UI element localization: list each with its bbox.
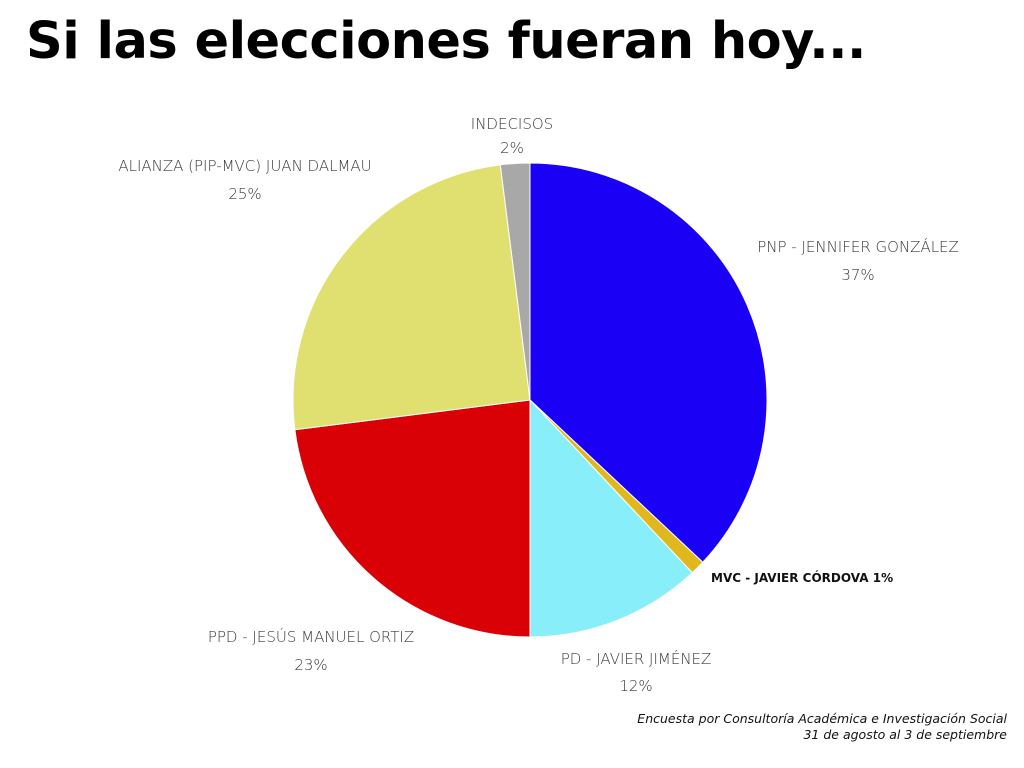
label-alianza-value: 25% (228, 185, 261, 203)
page-title: Si las elecciones fueran hoy... (26, 12, 866, 71)
source-line-1: Encuesta por Consultoría Académica e Inv… (637, 711, 1007, 726)
label-pnp-name: PNP - JENNIFER GONZÁLEZ (757, 237, 959, 256)
label-indecisos-name: INDECISOS (471, 115, 553, 133)
label-pd-value: 12% (619, 677, 652, 695)
label-indecisos-value: 2% (500, 139, 524, 157)
pie-slice-alianza-pip-mvc-juan-dalmau (292, 164, 531, 431)
label-ppd-value: 23% (294, 656, 327, 674)
pie-slices (292, 162, 768, 638)
source-line-2: 31 de agosto al 3 de septiembre (803, 727, 1007, 742)
label-alianza-name: ALIANZA (PIP-MVC) JUAN DALMAU (118, 157, 371, 175)
label-pd-name: PD - JAVIER JIMÉNEZ (561, 649, 712, 668)
label-mvc-value: 1% (873, 571, 893, 585)
pie-slice-ppd-jes-s-manuel-ortiz (294, 399, 531, 638)
label-pnp-value: 37% (841, 266, 874, 284)
label-mvc: MVC - JAVIER CÓRDOVA 1% (711, 570, 893, 585)
label-mvc-name: MVC - JAVIER CÓRDOVA (711, 570, 869, 585)
source-note: Encuesta por Consultoría Académica e Inv… (637, 711, 1007, 743)
pie-slice-indecisos (499, 162, 531, 401)
label-ppd-name: PPD - JESÚS MANUEL ORTIZ (208, 627, 414, 646)
pie-slice-pd-javier-jim-nez (529, 398, 693, 638)
pie-slice-pnp-jennifer-gonz-lez (529, 162, 768, 563)
